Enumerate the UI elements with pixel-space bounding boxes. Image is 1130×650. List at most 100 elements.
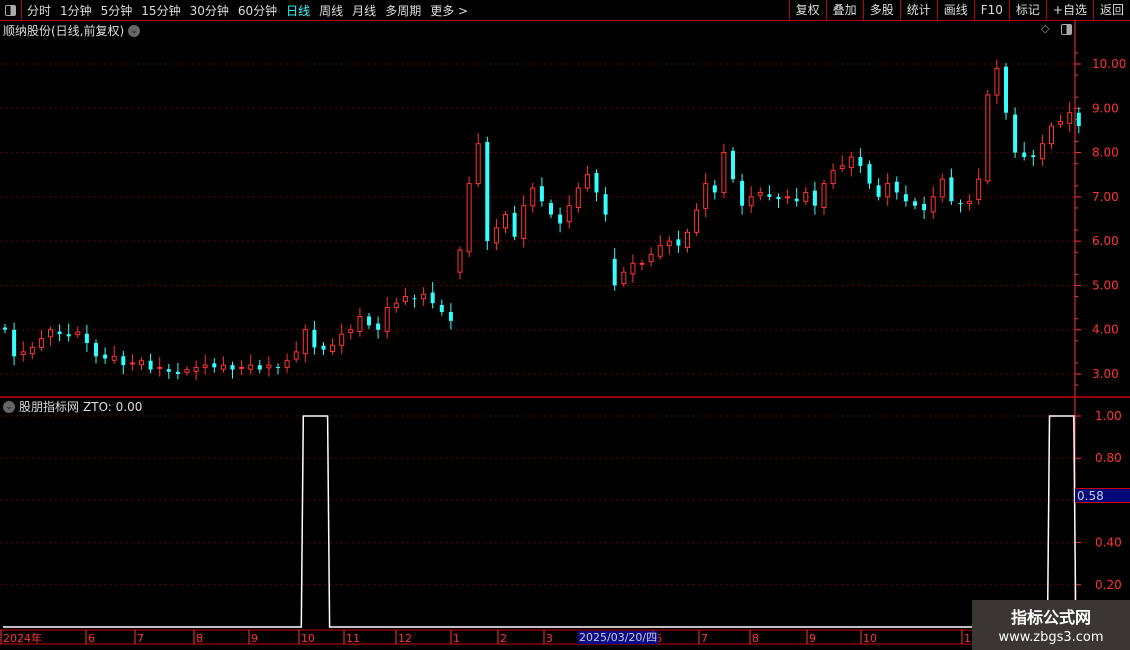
candle-body [312,329,317,348]
candle-body [876,185,881,197]
candle-body [894,181,899,193]
period-tab[interactable]: 1分钟 [60,4,92,18]
period-tab[interactable]: 周线 [319,4,344,18]
period-tab[interactable]: 分时 [27,4,52,18]
x-tick-label: 8 [196,632,203,645]
x-tick-label: 9 [251,632,258,645]
candle-body [621,271,627,285]
chevron-down-icon[interactable]: ⌄ [128,24,141,37]
candle-body [121,356,126,366]
candle-body [75,331,81,336]
watermark-url: www.zbgs3.com [998,630,1104,645]
candle-body [657,245,663,257]
y-tick-label: 5.00 [1092,278,1119,292]
candle-body [367,316,371,326]
candle-body [38,338,44,348]
toolbar-buttons: 复权 叠加 多股 统计 画线 F10 标记 +自选 返回 [788,0,1130,20]
panel-toggle-icon[interactable] [1061,24,1072,35]
period-tab[interactable]: 月线 [352,4,377,18]
y-tick-label: 0.40 [1095,536,1122,550]
candle-body [376,323,381,330]
x-tick-label: 7 [137,632,144,645]
candle-body [985,94,991,182]
candle-body [1058,121,1064,125]
candle-body [384,307,390,333]
x-tick-label: 7 [701,632,708,645]
candle-body [276,366,280,368]
candle-body [630,262,636,275]
toolbar-button[interactable]: 多股 [862,0,900,20]
candle-body [803,191,809,202]
toolbar-button[interactable]: 统计 [899,0,937,20]
candle-body [84,333,89,344]
candle-body [549,203,553,215]
candle-body [958,203,963,205]
candle-body [393,302,399,309]
candle-body [193,366,199,372]
y-tick-label: 1.00 [1095,409,1122,423]
candle-body [939,178,945,198]
candle-body [858,157,863,166]
candle-body [493,227,499,244]
candle-body [1076,112,1081,127]
candle-body [1039,143,1045,160]
candle-body [712,185,717,193]
candle-body [330,344,336,352]
x-tick-label: 6 [88,632,95,645]
x-tick-label: 9 [809,632,816,645]
candle-body [166,369,171,372]
toolbar-button[interactable]: 返回 [1092,0,1130,20]
sidebar-toggle-icon[interactable] [0,0,22,20]
diamond-icon[interactable]: ◇ [1041,22,1050,35]
x-tick-label: 10 [301,632,315,645]
x-tick-label: 6 [655,632,662,645]
y-tick-label: 0.80 [1095,451,1122,465]
toolbar-button[interactable]: F10 [973,0,1009,20]
period-tab[interactable]: 60分钟 [237,4,278,18]
period-tab[interactable]: 更多 > [430,4,469,18]
candle-body [594,172,599,193]
toolbar-button[interactable]: 画线 [936,0,974,20]
y-tick-label: 9.00 [1092,101,1119,115]
candle-body [566,205,572,223]
candle-body [12,329,17,357]
candle-body [821,183,827,208]
zto-line [3,415,1077,628]
candle-body [994,67,1000,96]
period-tab[interactable]: 多周期 [385,4,422,18]
toolbar-button[interactable]: 叠加 [825,0,863,20]
period-tab[interactable]: 5分钟 [100,4,133,18]
candle-body [867,164,872,184]
y-tick-label: 4.00 [1092,323,1119,337]
x-tick-label: 10 [863,632,877,645]
top-toolbar: 分时 1分钟 5分钟 15分钟 30分钟 60分钟 日线 周线 月线 多周期 更多 > 复权 叠加 多股… [0,0,1130,21]
date-cursor-label: 2025/03/20/四 [578,631,659,644]
candle-body [1049,125,1054,145]
candle-body [339,333,345,346]
candle-body [930,196,936,213]
candle-body [421,293,427,300]
period-tab[interactable]: 30分钟 [189,4,229,18]
candle-body [139,360,144,366]
toolbar-button[interactable]: +自选 [1045,0,1093,20]
x-tick-label: 3 [546,632,553,645]
candle-body [976,178,982,201]
watermark-title: 指标公式网 [1010,608,1091,627]
toolbar-button[interactable]: 标记 [1008,0,1046,20]
period-tabs: 分时 1分钟 5分钟 15分钟 30分钟 60分钟 日线 周线 月线 多周期 更多 > [27,2,468,19]
candle-body [558,214,563,224]
chevron-down-icon[interactable]: ⌄ [3,400,15,413]
toolbar-button[interactable]: 复权 [788,0,826,20]
period-tab[interactable]: 15分钟 [141,4,181,18]
candle-body [466,183,472,253]
candle-body [848,156,854,169]
candle-body [794,198,799,202]
indicator-name: 股朋指标网 [19,400,80,414]
candle-body [740,180,745,206]
candle-body [48,329,53,338]
candle-body [903,194,908,202]
period-tab[interactable]: 日线 [286,4,311,18]
candle-body [612,258,617,286]
candle-body [412,298,417,300]
